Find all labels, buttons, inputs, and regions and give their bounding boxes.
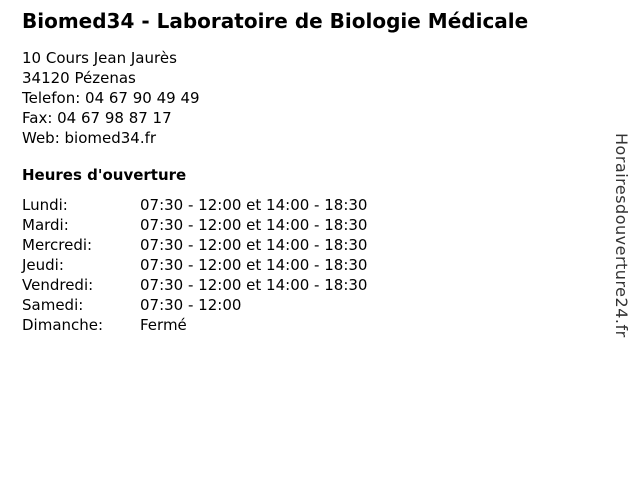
time-value: 07:30 - 12:00 et 14:00 - 18:30	[140, 256, 368, 274]
hours-row-thursday: Jeudi: 07:30 - 12:00 et 14:00 - 18:30	[22, 255, 562, 275]
hours-row-friday: Vendredi: 07:30 - 12:00 et 14:00 - 18:30	[22, 275, 562, 295]
day-label: Mardi:	[22, 216, 69, 234]
day-label: Dimanche:	[22, 316, 104, 334]
day-label: Jeudi:	[22, 256, 64, 274]
address-city: 34120 Pézenas	[22, 69, 136, 87]
address-block: 10 Cours Jean Jaurès 34120 Pézenas Telef…	[22, 48, 562, 148]
page-title: Biomed34 - Laboratoire de Biologie Médic…	[22, 9, 529, 33]
time-value: 07:30 - 12:00 et 14:00 - 18:30	[140, 216, 368, 234]
website-line: Web: biomed34.fr	[22, 129, 157, 147]
opening-hours-heading: Heures d'ouverture	[22, 166, 187, 184]
phone-line: Telefon: 04 67 90 49 49	[22, 89, 200, 107]
fax-line: Fax: 04 67 98 87 17	[22, 109, 172, 127]
time-value: 07:30 - 12:00 et 14:00 - 18:30	[140, 196, 368, 214]
day-label: Lundi:	[22, 196, 68, 214]
business-listing: Biomed34 - Laboratoire de Biologie Médic…	[22, 10, 562, 335]
opening-hours-table: Lundi: 07:30 - 12:00 et 14:00 - 18:30 Mar…	[22, 195, 562, 335]
time-value: 07:30 - 12:00	[140, 296, 242, 314]
time-value: 07:30 - 12:00 et 14:00 - 18:30	[140, 276, 368, 294]
site-watermark: Horairesdouverture24.fr	[612, 133, 631, 338]
hours-row-wednesday: Mercredi: 07:30 - 12:00 et 14:00 - 18:30	[22, 235, 562, 255]
hours-row-monday: Lundi: 07:30 - 12:00 et 14:00 - 18:30	[22, 195, 562, 215]
day-label: Samedi:	[22, 296, 84, 314]
hours-row-saturday: Samedi: 07:30 - 12:00	[22, 295, 562, 315]
hours-row-tuesday: Mardi: 07:30 - 12:00 et 14:00 - 18:30	[22, 215, 562, 235]
hours-row-sunday: Dimanche: Fermé	[22, 315, 562, 335]
time-value: 07:30 - 12:00 et 14:00 - 18:30	[140, 236, 368, 254]
day-label: Mercredi:	[22, 236, 93, 254]
address-street: 10 Cours Jean Jaurès	[22, 49, 177, 67]
time-value: Fermé	[140, 316, 187, 334]
day-label: Vendredi:	[22, 276, 94, 294]
